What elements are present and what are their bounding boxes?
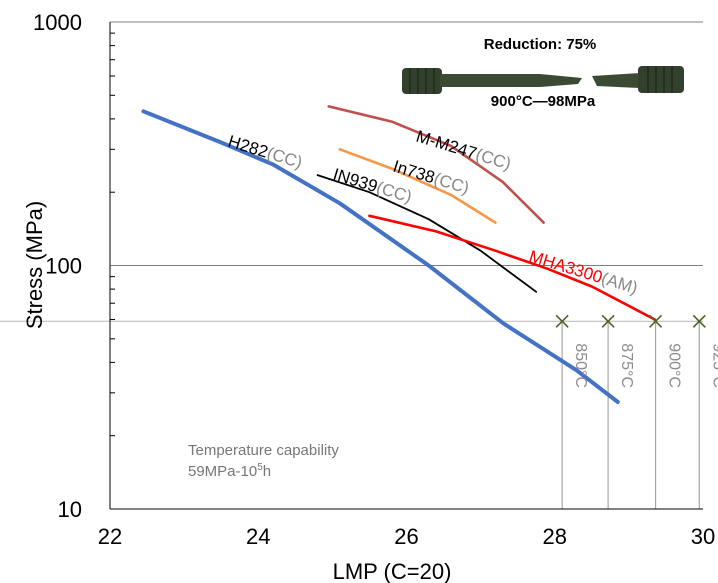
- series-line-m-m247: [327, 105, 545, 224]
- series-line-h282: [141, 109, 620, 404]
- specimen-photo: Reduction: 75% 900°C―98MPa: [402, 36, 684, 110]
- x-tick-label-30: 30: [691, 524, 715, 549]
- x-tick-label-24: 24: [246, 524, 270, 549]
- temperature-markers: 850°C 875°C 900°C 925°C: [555, 314, 718, 388]
- temperature-marker-0: [555, 314, 569, 328]
- x-tick-label-28: 28: [543, 524, 567, 549]
- temperature-label-1: 875°C: [618, 343, 635, 388]
- temperature-label-3: 925°C: [709, 343, 718, 388]
- temperature-label-0: 850°C: [572, 343, 589, 388]
- axes: [109, 22, 703, 510]
- temperature-marker-3: [692, 314, 706, 328]
- x-axis-title: LMP (C=20): [333, 559, 452, 583]
- photo-caption: 900°C―98MPa: [491, 93, 596, 110]
- photo-title: Reduction: 75%: [484, 36, 597, 53]
- series-line-mha3300: [368, 214, 657, 321]
- x-tick-label-26: 26: [394, 524, 418, 549]
- series-label-h282: H282(CC): [226, 132, 305, 173]
- annotation-line-1: Temperature capability: [188, 442, 339, 459]
- series-lines: [141, 105, 657, 404]
- tick-labels: 22 24 26 28 30 10 100 1000: [33, 10, 715, 549]
- temperature-label-2: 900°C: [666, 343, 683, 388]
- y-axis-title: Stress (MPa): [22, 201, 47, 329]
- specimen-right-half: [592, 66, 684, 93]
- series-line-in738: [338, 148, 497, 224]
- temperature-marker-1: [601, 314, 615, 328]
- temperature-marker-2: [648, 314, 663, 328]
- y-tick-label-10: 10: [58, 497, 82, 522]
- y-tick-label-100: 100: [45, 254, 82, 279]
- grid-lines: [110, 21, 703, 437]
- series-line-in939: [316, 174, 538, 293]
- annotation-line-2: 59MPa-105h: [188, 462, 271, 480]
- series-label-mha3300: MHA3300(AM): [527, 247, 640, 298]
- x-tick-label-22: 22: [98, 524, 122, 549]
- temperature-capability-lines: [0, 320, 703, 509]
- y-tick-label-1000: 1000: [33, 10, 82, 35]
- specimen-left-half: [402, 68, 582, 94]
